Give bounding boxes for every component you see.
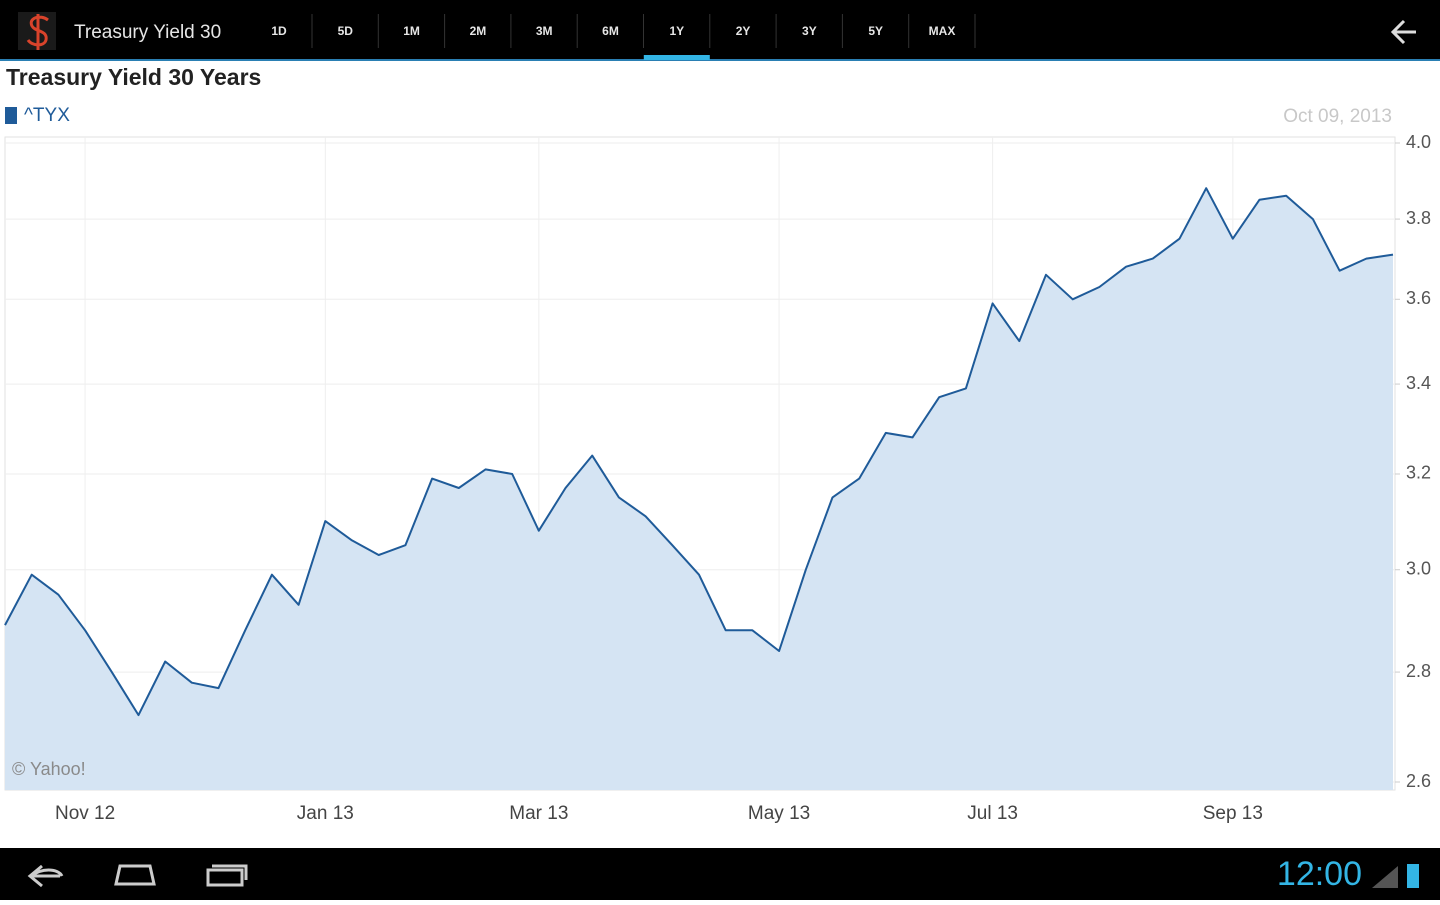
x-tick-label: Nov 12: [55, 803, 115, 824]
battery-icon: [1407, 864, 1419, 888]
range-tab[interactable]: 1M: [403, 24, 420, 38]
range-tab[interactable]: 2M: [470, 24, 487, 38]
range-tab[interactable]: 6M: [602, 24, 619, 38]
app-bar-divider: [0, 59, 1440, 61]
range-tab[interactable]: 5Y: [868, 24, 883, 38]
plot: 2.6 2.8 3.0 3.2 3.4 3.6 3.8 4.0 Nov 12 Jan 13 Mar …: [4, 132, 1431, 824]
range-tab[interactable]: 5D: [338, 24, 354, 38]
line-series: [4, 187, 1394, 717]
y-tick-label: 3.4: [1406, 373, 1431, 393]
nav-back[interactable]: [27, 864, 64, 888]
app-title: Treasury Yield 30: [74, 22, 221, 43]
range-tab[interactable]: MAX: [929, 24, 956, 38]
date-label: Oct 09, 2013: [1283, 106, 1392, 127]
chart-title: Treasury Yield 30 Years: [6, 64, 261, 90]
range-tab[interactable]: 1D: [271, 24, 287, 38]
range-tab[interactable]: 2Y: [736, 24, 751, 38]
x-tick-label: May 13: [748, 803, 810, 824]
app-icon[interactable]: [18, 12, 56, 50]
x-tick-label: Jan 13: [297, 803, 354, 824]
watermark: © Yahoo!: [12, 759, 86, 779]
legend-swatch: [5, 107, 17, 124]
clock: 12:00: [1277, 855, 1362, 893]
app-bar: [0, 0, 1440, 60]
y-tick-label: 4.0: [1406, 132, 1431, 152]
x-tick-label: Sep 13: [1203, 803, 1263, 824]
y-tick-label: 3.2: [1406, 463, 1431, 483]
y-tick-label: 2.6: [1406, 771, 1431, 791]
nav-home[interactable]: [114, 864, 156, 886]
range-tab[interactable]: 1Y: [669, 24, 684, 38]
signal-icon: [1372, 866, 1398, 888]
range-tabs: 1D 5D 1M 2M 3M 6M 1Y 2Y 3Y 5Y MAX: [271, 14, 976, 60]
tab-indicator: [643, 55, 710, 60]
back-arrow[interactable]: [1390, 19, 1416, 45]
y-tick-label: 3.0: [1406, 558, 1431, 578]
nav-recents[interactable]: [206, 864, 248, 887]
range-tab[interactable]: 3Y: [802, 24, 817, 38]
range-tab[interactable]: 3M: [536, 24, 553, 38]
x-tick-label: Mar 13: [509, 803, 568, 824]
area-fill: [5, 188, 1393, 790]
y-tick-label: 3.6: [1406, 288, 1431, 308]
nav-bar: [0, 848, 1440, 900]
legend-label[interactable]: ^TYX: [24, 105, 70, 126]
y-tick-label: 2.8: [1406, 661, 1431, 681]
y-tick-label: 3.8: [1406, 208, 1431, 228]
x-tick-label: Jul 13: [967, 803, 1018, 824]
